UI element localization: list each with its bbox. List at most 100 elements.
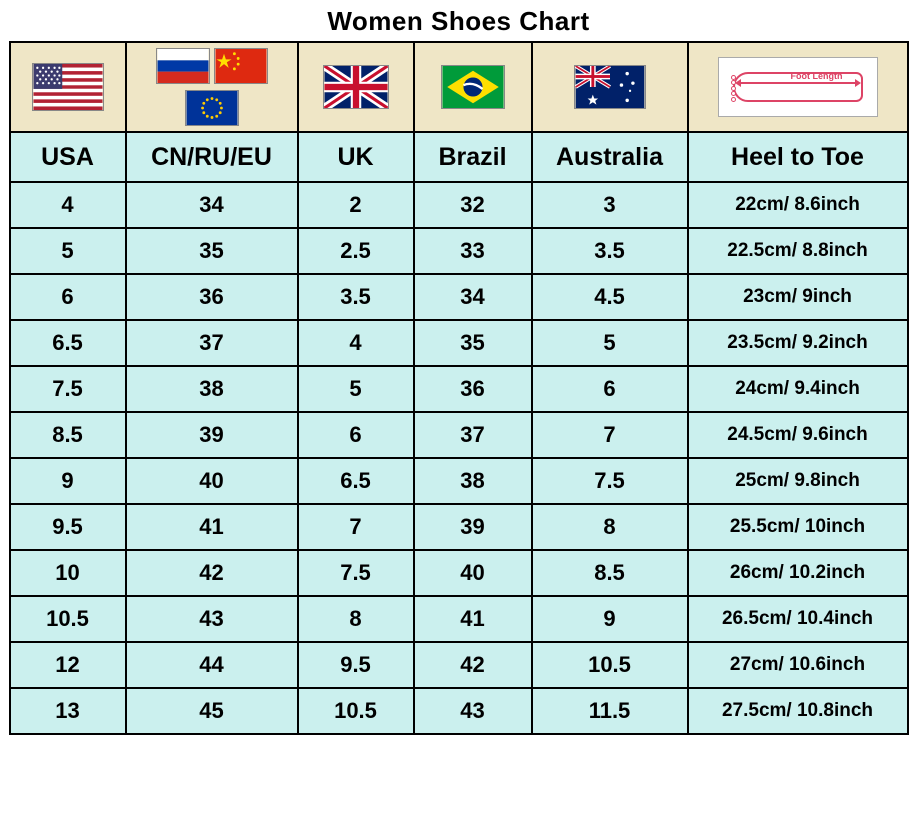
cell-br: 34 (414, 274, 532, 320)
cell-au: 7.5 (532, 458, 688, 504)
cell-usa: 10.5 (10, 596, 126, 642)
cell-ht: 23.5cm/ 9.2inch (688, 320, 908, 366)
cell-br: 35 (414, 320, 532, 366)
cell-cnru: 40 (126, 458, 298, 504)
us-flag-icon (32, 63, 104, 111)
cell-usa: 7.5 (10, 366, 126, 412)
cell-br: 33 (414, 228, 532, 274)
cell-ht: 25cm/ 9.8inch (688, 458, 908, 504)
cell-ht: 23cm/ 9inch (688, 274, 908, 320)
cell-cnru: 36 (126, 274, 298, 320)
table-row: 12449.54210.527cm/ 10.6inch (10, 642, 908, 688)
cn-flag-icon (214, 48, 268, 84)
cell-au: 3 (532, 182, 688, 228)
table-row: 10.543841926.5cm/ 10.4inch (10, 596, 908, 642)
cell-au: 8.5 (532, 550, 688, 596)
chart-title: Women Shoes Chart (0, 0, 917, 41)
cell-uk: 6.5 (298, 458, 414, 504)
cell-ht: 24cm/ 9.4inch (688, 366, 908, 412)
table-body: 434232322cm/ 8.6inch 5352.5333.522.5cm/ … (10, 182, 908, 734)
cell-uk: 3.5 (298, 274, 414, 320)
cell-usa: 4 (10, 182, 126, 228)
cell-au: 3.5 (532, 228, 688, 274)
cell-usa: 6.5 (10, 320, 126, 366)
table-row: 434232322cm/ 8.6inch (10, 182, 908, 228)
cell-uk: 7.5 (298, 550, 414, 596)
cell-cnru: 35 (126, 228, 298, 274)
cell-cnru: 41 (126, 504, 298, 550)
cell-cnru: 44 (126, 642, 298, 688)
table-row: 134510.54311.527.5cm/ 10.8inch (10, 688, 908, 734)
cell-cnru: 43 (126, 596, 298, 642)
size-chart-table: Foot Length USA CN/RU/EU UK Brazil Austr… (9, 41, 909, 735)
cell-br: 42 (414, 642, 532, 688)
cell-au: 9 (532, 596, 688, 642)
cell-br: 37 (414, 412, 532, 458)
cell-usa: 12 (10, 642, 126, 688)
flag-cell-usa (10, 42, 126, 132)
cell-uk: 2 (298, 182, 414, 228)
cell-au: 4.5 (532, 274, 688, 320)
cell-cnru: 37 (126, 320, 298, 366)
cell-br: 40 (414, 550, 532, 596)
column-header-row: USA CN/RU/EU UK Brazil Australia Heel to… (10, 132, 908, 182)
flag-cell-brazil (414, 42, 532, 132)
table-row: 5352.5333.522.5cm/ 8.8inch (10, 228, 908, 274)
cell-ht: 22cm/ 8.6inch (688, 182, 908, 228)
cell-cnru: 42 (126, 550, 298, 596)
cell-uk: 7 (298, 504, 414, 550)
col-header-usa: USA (10, 132, 126, 182)
cell-ht: 25.5cm/ 10inch (688, 504, 908, 550)
flag-cell-uk (298, 42, 414, 132)
cell-uk: 10.5 (298, 688, 414, 734)
cell-cnru: 45 (126, 688, 298, 734)
table-row: 9406.5387.525cm/ 9.8inch (10, 458, 908, 504)
table-row: 9.541739825.5cm/ 10inch (10, 504, 908, 550)
cell-au: 7 (532, 412, 688, 458)
col-header-cnrueu: CN/RU/EU (126, 132, 298, 182)
eu-flag-icon (185, 90, 239, 126)
cell-usa: 8.5 (10, 412, 126, 458)
cell-uk: 6 (298, 412, 414, 458)
br-flag-icon (441, 65, 505, 109)
table-row: 7.538536624cm/ 9.4inch (10, 366, 908, 412)
ru-flag-icon (156, 48, 210, 84)
cell-ht: 26cm/ 10.2inch (688, 550, 908, 596)
cell-au: 11.5 (532, 688, 688, 734)
cell-uk: 5 (298, 366, 414, 412)
cell-cnru: 34 (126, 182, 298, 228)
cell-au: 6 (532, 366, 688, 412)
cell-usa: 13 (10, 688, 126, 734)
au-flag-icon (574, 65, 646, 109)
col-header-heel-to-toe: Heel to Toe (688, 132, 908, 182)
cell-usa: 10 (10, 550, 126, 596)
uk-flag-icon (323, 65, 389, 109)
col-header-brazil: Brazil (414, 132, 532, 182)
flag-cell-australia (532, 42, 688, 132)
foot-length-diagram-icon: Foot Length (718, 57, 878, 117)
cell-br: 36 (414, 366, 532, 412)
flag-cell-cnrueu (126, 42, 298, 132)
foot-length-label: Foot Length (791, 71, 843, 81)
cell-usa: 5 (10, 228, 126, 274)
cell-usa: 9 (10, 458, 126, 504)
cell-br: 43 (414, 688, 532, 734)
cell-uk: 2.5 (298, 228, 414, 274)
cell-br: 32 (414, 182, 532, 228)
cell-ht: 26.5cm/ 10.4inch (688, 596, 908, 642)
cell-uk: 4 (298, 320, 414, 366)
cell-uk: 8 (298, 596, 414, 642)
flag-cell-heel-to-toe: Foot Length (688, 42, 908, 132)
table-row: 10427.5408.526cm/ 10.2inch (10, 550, 908, 596)
cell-au: 8 (532, 504, 688, 550)
table-row: 6363.5344.523cm/ 9inch (10, 274, 908, 320)
cell-ht: 24.5cm/ 9.6inch (688, 412, 908, 458)
cell-ht: 27.5cm/ 10.8inch (688, 688, 908, 734)
table-row: 6.537435523.5cm/ 9.2inch (10, 320, 908, 366)
flag-header-row: Foot Length (10, 42, 908, 132)
cell-br: 41 (414, 596, 532, 642)
cell-cnru: 38 (126, 366, 298, 412)
cell-br: 39 (414, 504, 532, 550)
cell-br: 38 (414, 458, 532, 504)
table-row: 8.539637724.5cm/ 9.6inch (10, 412, 908, 458)
